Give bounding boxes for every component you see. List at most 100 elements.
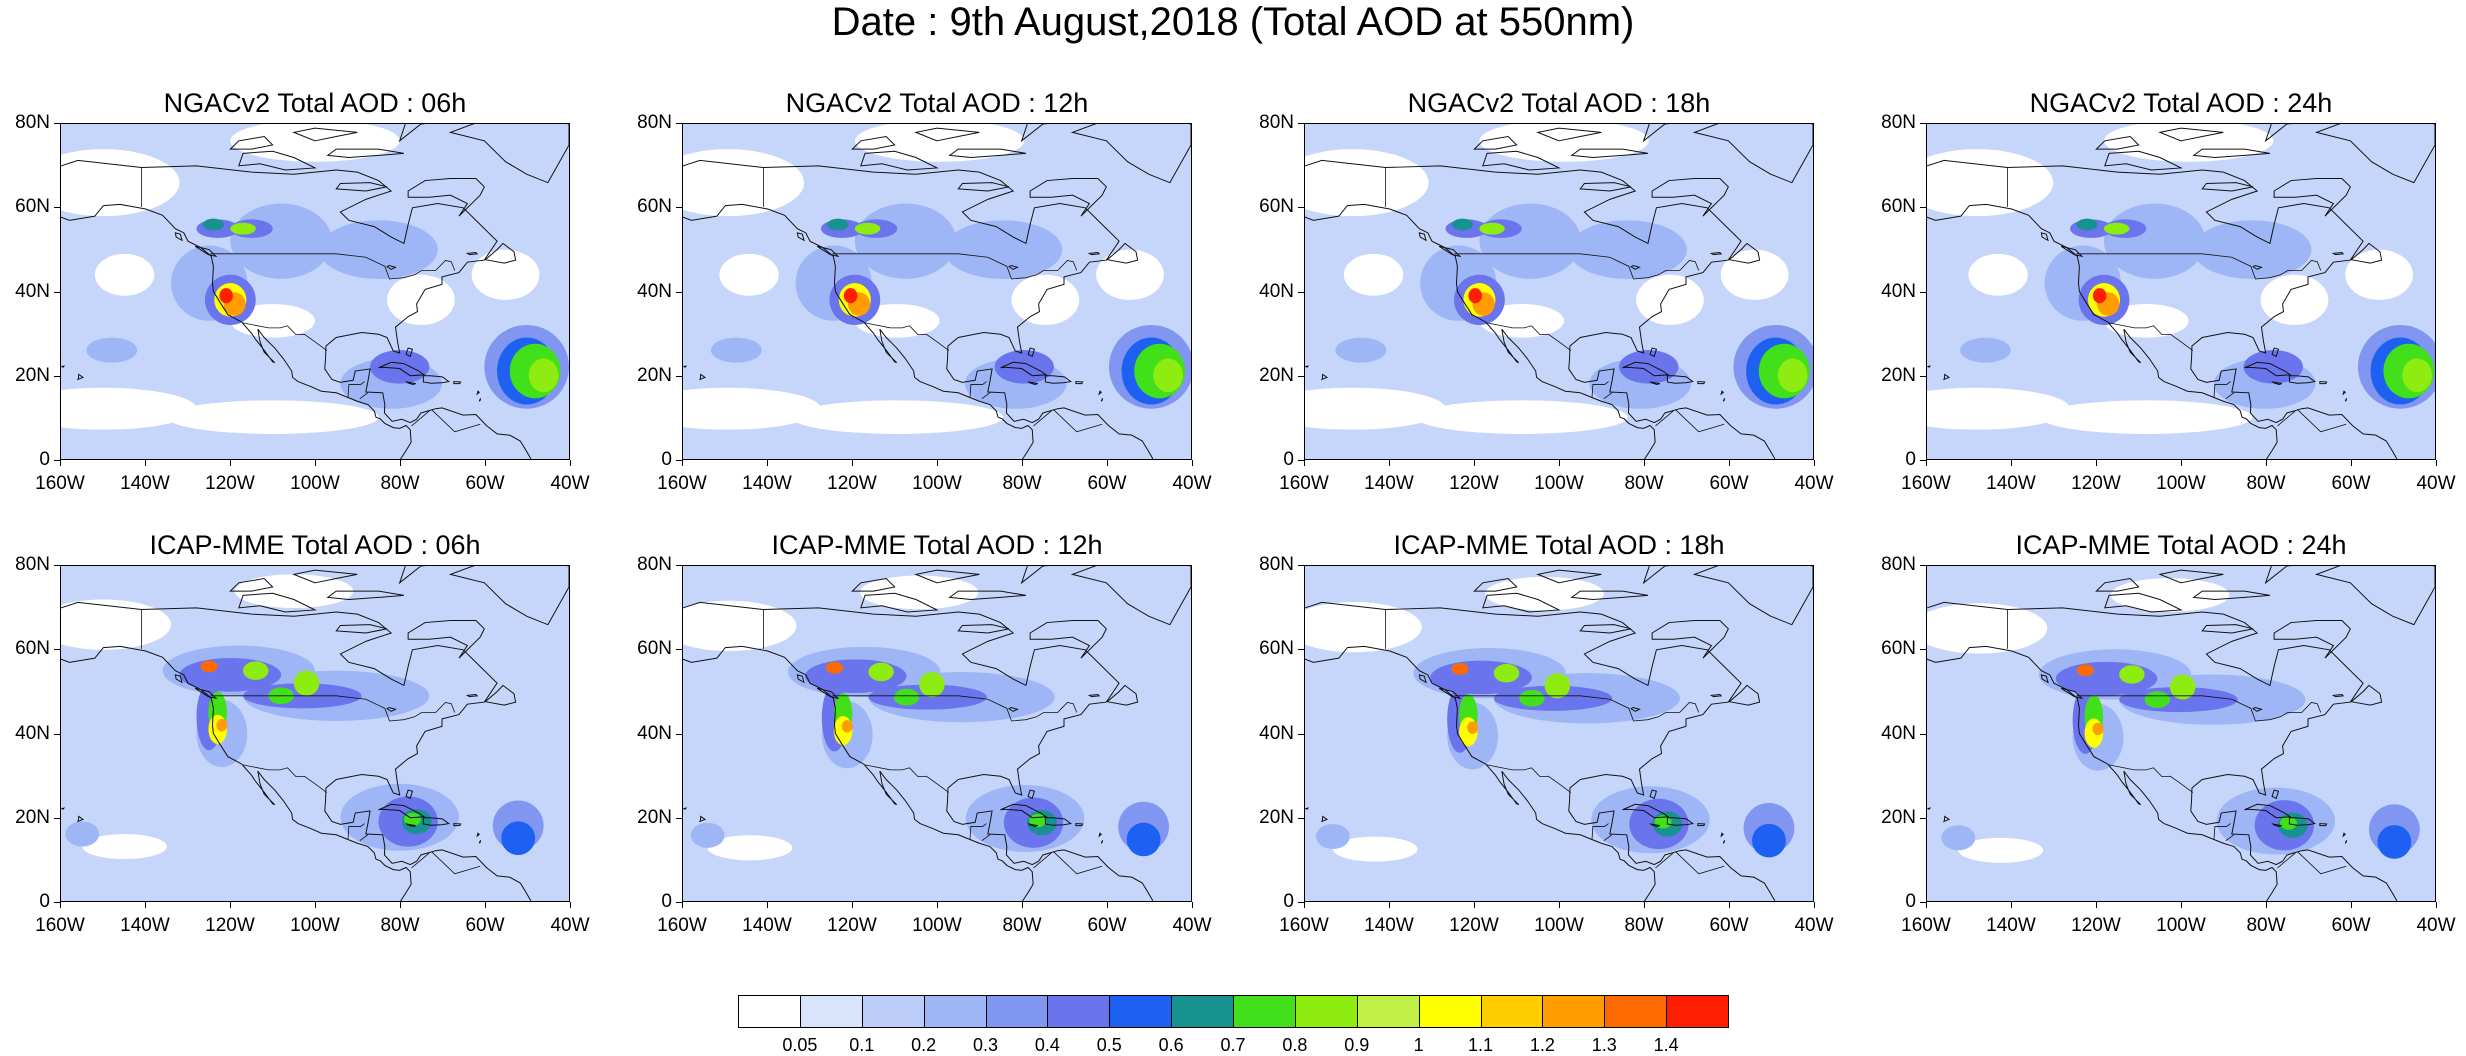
x-tick-label: 60W <box>1087 915 1127 936</box>
island-outline <box>405 823 416 827</box>
x-tick-mark <box>1304 460 1305 466</box>
coastline <box>1305 203 1656 459</box>
island-outline <box>453 823 462 827</box>
x-tick-mark <box>2181 460 2182 466</box>
country-border <box>1053 851 1103 875</box>
x-tick-label: 40W <box>550 915 590 936</box>
x-tick-mark <box>1926 460 1927 466</box>
y-tick-label: 40N <box>637 722 672 744</box>
aod-region <box>216 718 228 732</box>
y-tick-mark <box>1298 565 1304 566</box>
y-tick-mark <box>54 375 60 377</box>
y-tick-mark <box>1298 460 1304 461</box>
aod-region <box>242 661 269 680</box>
island-outline <box>683 365 688 368</box>
island-outline <box>1020 124 1048 143</box>
island-outline <box>2288 375 2317 384</box>
country-border <box>1603 834 1613 841</box>
island-outline <box>1642 124 1670 143</box>
aod-region <box>2144 691 2171 708</box>
x-tick-label: 40W <box>2416 473 2456 494</box>
coastline <box>1927 601 2398 901</box>
aod-region <box>2076 218 2098 231</box>
x-tick-label: 140W <box>742 473 792 494</box>
x-tick-label: 120W <box>2071 915 2121 936</box>
aod-region <box>501 821 536 855</box>
y-tick-label: 80N <box>1881 554 1916 575</box>
coastline <box>683 601 1154 901</box>
island-outline <box>2252 265 2263 270</box>
aod-region <box>827 218 849 231</box>
country-border <box>210 253 456 280</box>
island-outline <box>1008 265 1019 270</box>
country-border <box>210 695 456 722</box>
aod-region <box>61 599 172 650</box>
island-outline <box>422 375 451 384</box>
coastline-outlines <box>1927 124 2435 459</box>
island-outline <box>1000 803 1048 819</box>
island-outline <box>1106 684 1139 706</box>
x-tick-mark <box>60 460 61 466</box>
colorbar-label: 0.5 <box>1096 1035 1122 1055</box>
coastline <box>1927 645 2278 901</box>
aod-region <box>1941 825 1976 851</box>
y-tick-label: 40N <box>1881 722 1916 744</box>
island-outline <box>2288 817 2317 826</box>
aod-region <box>1305 387 1446 430</box>
y-tick-mark <box>1920 207 1926 209</box>
aod-region <box>1720 249 1789 300</box>
aod-region <box>854 203 957 279</box>
x-tick-label: 160W <box>657 915 707 936</box>
island-outline <box>335 624 388 634</box>
country-border <box>1487 764 1572 793</box>
island-outline <box>1927 365 1932 368</box>
island-outline <box>1697 823 1706 827</box>
aod-region <box>683 387 821 430</box>
y-tick-label: 40N <box>15 280 50 302</box>
aod-region <box>826 661 843 674</box>
aod-region <box>2092 722 2104 736</box>
x-tick-label: 60W <box>2331 915 2371 936</box>
aod-region <box>2110 578 2230 612</box>
panel-title: ICAP-MME Total AOD : 06h <box>149 530 481 560</box>
x-tick-mark <box>485 460 486 466</box>
colorbar-label: 0.1 <box>849 1035 875 1055</box>
map-panel-ngac-24: NGACv2 Total AOD : 24h 80N 60N 40N 20N 0 160W 1… <box>1866 88 2455 528</box>
aod-region <box>683 600 797 651</box>
aod-region <box>707 835 793 861</box>
island-outline <box>2342 390 2347 396</box>
x-tick-label: 100W <box>2156 915 2206 936</box>
island-outline <box>422 817 451 826</box>
island-outline <box>2104 150 2183 171</box>
island-outline <box>76 815 85 823</box>
island-outline <box>238 592 317 613</box>
y-tick-label: 40N <box>15 722 50 744</box>
island-outline <box>2201 182 2254 192</box>
country-border <box>1487 322 1572 351</box>
island-outline <box>448 124 569 184</box>
island-outline <box>816 245 840 258</box>
coastline <box>1927 203 2278 459</box>
y-tick-label: 0 <box>661 449 672 470</box>
aod-region <box>2119 665 2145 684</box>
aod-region <box>1468 288 1483 304</box>
island-outline <box>2319 381 2328 385</box>
colorbar-swatch <box>799 995 863 1028</box>
coastline-outlines <box>683 566 1191 901</box>
island-outline <box>2040 674 2049 684</box>
y-tick-label: 0 <box>1905 891 1916 912</box>
panel-title: NGACv2 Total AOD : 12h <box>785 88 1089 118</box>
island-outline <box>478 398 482 402</box>
y-tick-label: 80N <box>637 112 672 133</box>
coastline <box>1305 159 1776 459</box>
x-tick-label: 40W <box>550 473 590 494</box>
figure-title: Date : 9th August,2018 (Total AOD at 550… <box>831 0 1635 44</box>
y-tick-label: 20N <box>637 806 672 828</box>
aod-map-svg <box>683 124 1191 459</box>
x-tick-label: 60W <box>465 473 505 494</box>
x-tick-mark <box>145 902 146 908</box>
aod-region <box>2092 288 2107 304</box>
island-outline <box>2319 823 2328 827</box>
aod-region <box>2345 249 2413 300</box>
island-outline <box>2344 398 2348 402</box>
